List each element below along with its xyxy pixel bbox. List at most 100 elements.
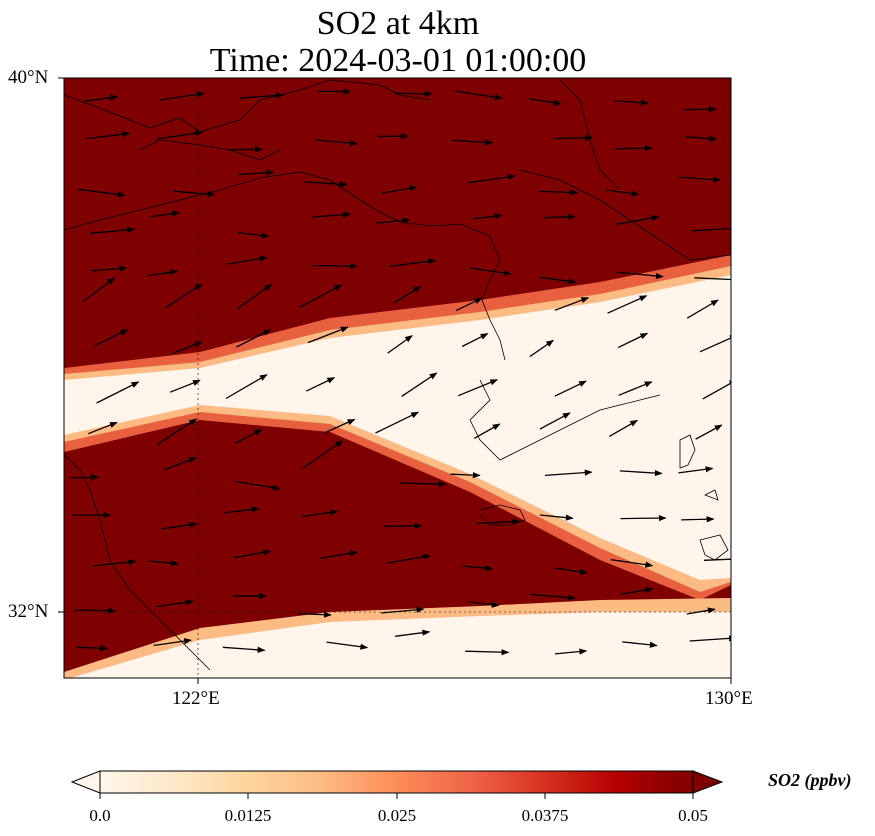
wind-arrow: [306, 377, 336, 392]
wind-arrow: [686, 607, 716, 615]
wind-arrow: [156, 599, 194, 608]
wind-vectors: [69, 88, 731, 656]
wind-arrow: [96, 381, 140, 404]
wind-arrow: [462, 565, 494, 572]
wind-arrow: [312, 211, 352, 218]
wind-arrow: [161, 521, 198, 530]
wind-arrow: [539, 412, 571, 430]
wind-arrow: [401, 372, 438, 397]
wind-arrow: [236, 283, 273, 310]
wind-arrow: [234, 480, 281, 491]
wind-arrow: [169, 379, 201, 393]
wind-arrow: [473, 213, 503, 220]
wind-arrow: [88, 421, 118, 435]
wind-arrow: [474, 423, 501, 439]
wind-arrow: [383, 522, 423, 530]
wind-arrow: [304, 181, 348, 188]
wind-arrow: [467, 173, 516, 184]
wind-arrow: [618, 381, 653, 396]
wind-arrow: [616, 271, 664, 280]
wind-arrow: [222, 646, 266, 653]
wind-arrow: [399, 480, 447, 488]
wind-arrow: [93, 559, 137, 567]
wind-arrow: [544, 213, 576, 221]
wind-arrow: [458, 379, 499, 397]
wind-arrow: [319, 550, 358, 560]
wind-arrow: [616, 215, 660, 225]
wind-arrow: [681, 516, 715, 523]
wind-arrow: [691, 225, 731, 232]
wind-arrow: [689, 635, 731, 642]
wind-arrow: [173, 190, 216, 198]
colorbar-tick-1: 0.0125: [224, 806, 272, 825]
wind-arrow: [148, 269, 179, 277]
wind-arrow: [554, 380, 587, 397]
wind-arrow: [75, 607, 116, 614]
wind-arrow: [393, 286, 422, 304]
wind-arrow: [387, 335, 413, 354]
wind-arrow: [451, 139, 494, 146]
map-subtitle: Time: 2024-03-01 01:00:00: [209, 42, 587, 79]
wind-arrow: [539, 514, 574, 521]
wind-arrow: [375, 217, 411, 224]
wind-arrow: [544, 469, 593, 477]
wind-arrow: [375, 411, 420, 434]
wind-arrow: [622, 641, 658, 648]
low-so2-band: [64, 275, 731, 580]
wind-arrow: [307, 326, 349, 344]
wind-arrow: [694, 277, 731, 281]
lon-tick-label-130: 130°E: [705, 688, 753, 709]
wind-arrow: [156, 130, 204, 140]
wind-arrow: [614, 99, 649, 106]
wind-arrow: [159, 91, 206, 101]
wind-arrow: [529, 593, 576, 601]
wind-arrow: [156, 418, 197, 445]
wind-arrow: [151, 210, 180, 218]
wind-arrow: [619, 469, 663, 477]
wind-arrow: [605, 189, 640, 197]
colorbar-label: SO2 (ppbv): [768, 770, 852, 790]
wind-arrow: [238, 231, 270, 239]
wind-arrow: [610, 559, 654, 568]
wind-arrow: [554, 134, 594, 141]
wind-arrow: [381, 185, 418, 194]
wind-arrow: [450, 471, 481, 479]
wind-arrow: [387, 553, 432, 564]
wind-arrow: [378, 132, 409, 140]
wind-arrow: [326, 641, 369, 650]
wind-arrow: [84, 94, 119, 102]
map-frame: [63, 77, 732, 679]
wind-arrow: [620, 514, 667, 522]
wind-arrow: [617, 332, 649, 349]
lat-tick-label-40: 40°N: [8, 67, 49, 88]
wind-arrow: [615, 145, 653, 152]
wind-arrow: [394, 90, 433, 97]
colorbar-extend-low: [70, 770, 101, 794]
wind-arrow: [554, 297, 590, 311]
wind-arrow: [302, 440, 344, 469]
wind-arrow: [608, 419, 638, 437]
wind-arrow: [607, 295, 648, 314]
low-so2-south: [64, 612, 731, 678]
map-title: SO2 at 4km: [316, 5, 480, 42]
wind-arrow: [461, 333, 489, 348]
wind-arrow: [678, 466, 714, 474]
wind-arrow: [529, 339, 554, 358]
wind-arrow: [389, 258, 437, 268]
wind-arrow: [82, 277, 116, 303]
wind-arrow: [172, 341, 203, 355]
wind-arrow: [76, 645, 108, 652]
colorbar-tick-3: 0.0375: [521, 806, 569, 825]
wind-arrow: [233, 549, 272, 559]
colorbar-extend-high: [692, 770, 724, 794]
colorbar-gradient: [99, 770, 694, 794]
wind-arrow: [395, 629, 431, 637]
wind-arrow: [469, 267, 512, 276]
wind-arrow: [455, 297, 483, 312]
wind-arrow: [299, 284, 343, 308]
wind-arrow: [476, 518, 521, 525]
wind-arrow: [695, 424, 723, 440]
wind-arrow: [94, 329, 129, 347]
